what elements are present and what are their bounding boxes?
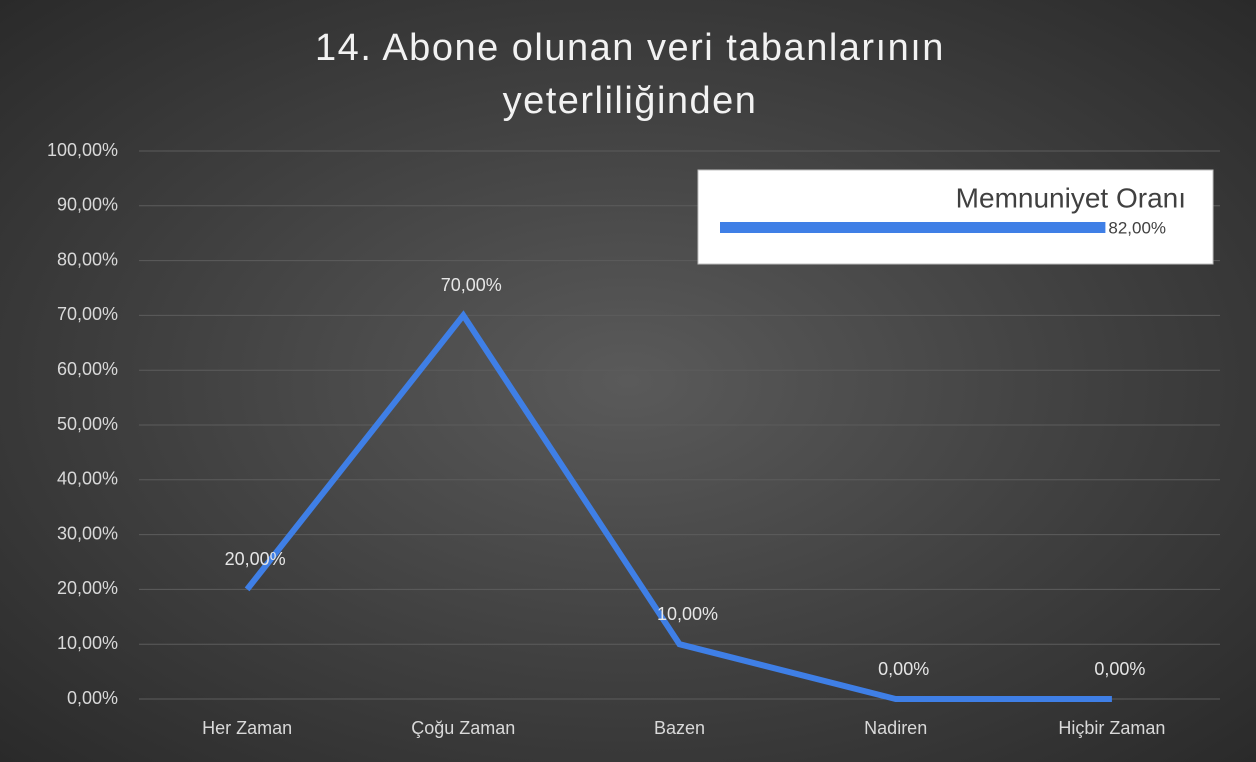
x-tick-label: Hiçbir Zaman [1058, 718, 1165, 738]
y-tick-label: 40,00% [57, 469, 118, 489]
y-tick-label: 20,00% [57, 578, 118, 598]
y-tick-label: 100,00% [47, 140, 118, 160]
legend-box [697, 169, 1214, 265]
y-tick-label: 50,00% [57, 414, 118, 434]
y-tick-label: 90,00% [57, 195, 118, 215]
x-tick-label: Nadiren [864, 718, 927, 738]
y-tick-label: 30,00% [57, 523, 118, 543]
data-label: 0,00% [878, 659, 929, 679]
bar [720, 222, 1106, 233]
y-tick-label: 80,00% [57, 249, 118, 269]
chart-title: 14. Abone olunan veri tabanlarının yeter… [315, 27, 945, 122]
line [244, 310, 1112, 702]
y-tick-label: 60,00% [57, 359, 118, 379]
data-label: 70,00% [441, 275, 502, 295]
data-label: 10,00% [657, 604, 718, 624]
y-tick-label: 10,00% [57, 633, 118, 653]
data-label: 82,00% [1108, 218, 1166, 237]
y-tick-label: 0,00% [67, 688, 118, 708]
x-tick-label: Çoğu Zaman [411, 718, 515, 738]
data-label: 0,00% [1094, 659, 1145, 679]
x-tick-label: Her Zaman [202, 718, 292, 738]
data-label: 20,00% [225, 549, 286, 569]
y-tick-label: 70,00% [57, 304, 118, 324]
x-tick-label: Bazen [654, 718, 705, 738]
inset-title: Memnuniyet Oranı [956, 182, 1186, 213]
